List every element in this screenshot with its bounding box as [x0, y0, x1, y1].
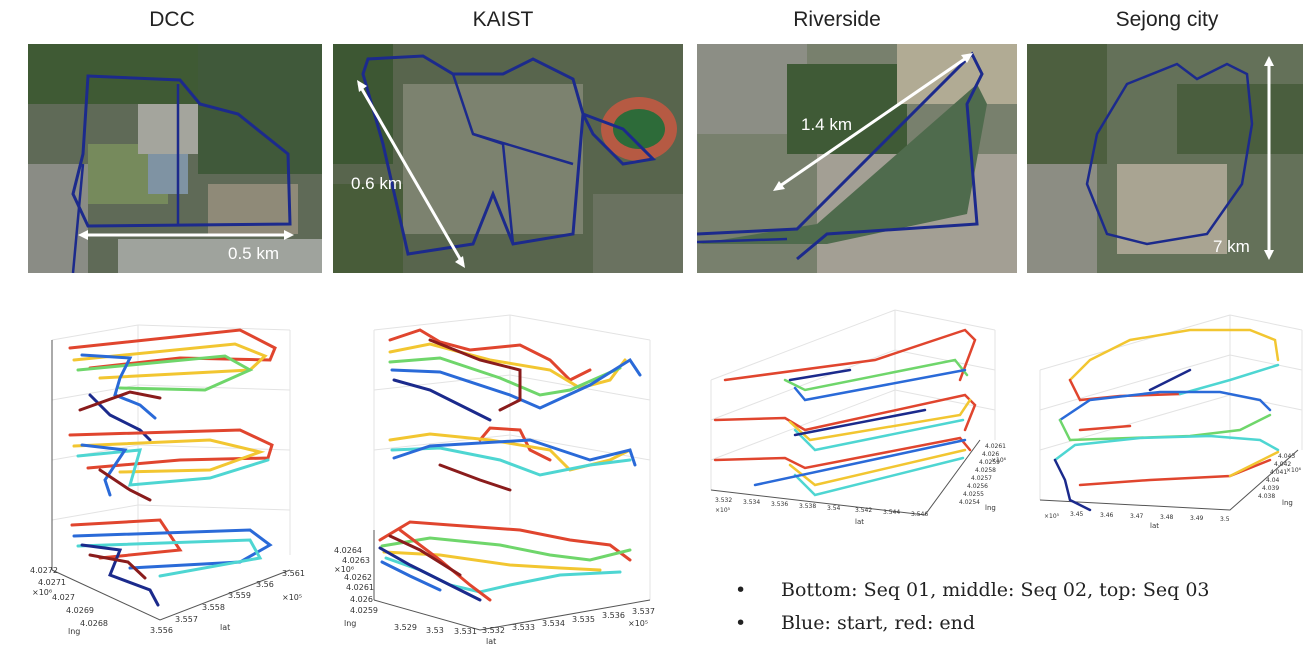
x-exponent: ×10⁵: [282, 593, 302, 602]
x-tick-label: 3.56: [256, 580, 274, 589]
y-tick-label: 4.0256: [967, 483, 988, 490]
x-axis-label: lat: [855, 518, 864, 526]
x-tick-label: 3.542: [855, 507, 872, 514]
y-exponent: ×10⁶: [334, 565, 354, 574]
x-tick-label: 3.561: [282, 569, 305, 578]
x-tick-label: 3.532: [482, 626, 505, 635]
y-tick-label: 4.0257: [971, 475, 992, 482]
x-axis-label: lat: [486, 637, 496, 645]
satellite-image-kaist: 0.6 km: [333, 44, 683, 273]
x-tick-label: 3.531: [454, 627, 477, 636]
y-axis-label: lng: [344, 619, 356, 628]
x-axis-label: lat: [1150, 522, 1159, 530]
x-tick-label: 3.558: [202, 603, 225, 612]
trajectory-plot-sejong: 3.45 3.46 3.47 3.48 3.49 3.5 ×10⁵ lat 4.…: [1030, 300, 1308, 530]
distance-label-sejong: 7 km: [1213, 237, 1250, 256]
x-tick-label: 3.47: [1130, 513, 1144, 520]
x-tick-label: 3.49: [1190, 515, 1204, 522]
y-tick-label: 4.042: [1274, 461, 1291, 468]
y-tick-label: 4.0264: [334, 546, 362, 555]
y-tick-label: 4.027: [52, 593, 75, 602]
y-exponent: ×10⁶: [32, 588, 52, 597]
x-tick-label: 3.536: [602, 611, 625, 620]
y-axis-label: lng: [985, 504, 996, 512]
y-tick-label: 4.0269: [66, 606, 94, 615]
y-tick-label: 4.0259: [350, 606, 378, 615]
y-tick-label: 4.0261: [985, 443, 1006, 450]
x-tick-label: 3.559: [228, 591, 251, 600]
x-tick-label: 3.532: [715, 497, 732, 504]
x-tick-label: 3.48: [1160, 514, 1174, 521]
y-tick-label: 4.0255: [963, 491, 984, 498]
y-exponent: ×10⁶: [991, 457, 1007, 464]
y-tick-label: 4.0268: [80, 619, 108, 628]
distance-arrow-riverside: [776, 54, 970, 190]
x-tick-label: 3.533: [512, 623, 535, 632]
x-tick-label: 3.538: [799, 503, 816, 510]
y-tick-label: 4.026: [982, 451, 999, 458]
y-tick-label: 4.026: [350, 595, 373, 604]
y-tick-label: 4.0261: [346, 583, 374, 592]
trajectory-plot-dcc: 3.556 3.557 3.558 3.559 3.56 3.561 ×10⁵ …: [10, 300, 326, 645]
y-tick-label: 4.0272: [30, 566, 58, 575]
legend-notes: Bottom: Seq 01, middle: Seq 02, top: Seq…: [733, 574, 1210, 640]
distance-arrow-kaist: [357, 83, 465, 265]
title-sejong: Sejong city: [1115, 8, 1219, 31]
x-exponent: ×10⁵: [715, 507, 731, 514]
x-tick-label: 3.54: [827, 505, 841, 512]
title-kaist: KAIST: [472, 8, 534, 31]
x-tick-label: 3.536: [771, 501, 788, 508]
distance-label-riverside: 1.4 km: [801, 115, 852, 134]
x-tick-label: 3.546: [911, 511, 928, 518]
x-tick-label: 3.534: [743, 499, 760, 506]
y-tick-label: 4.0254: [959, 499, 980, 506]
y-tick-label: 4.043: [1278, 453, 1295, 460]
y-exponent: ×10⁶: [1286, 467, 1302, 474]
y-tick-label: 4.0271: [38, 578, 66, 587]
y-tick-label: 4.039: [1262, 485, 1279, 492]
distance-label-dcc: 0.5 km: [228, 244, 279, 263]
x-tick-label: 3.534: [542, 619, 565, 628]
note-color-meaning: Blue: start, red: end: [733, 607, 1210, 640]
y-axis-label: lng: [1282, 499, 1293, 507]
trajectory-plot-riverside: 3.532 3.534 3.536 3.538 3.54 3.542 3.544…: [695, 300, 1015, 530]
x-tick-label: 3.556: [150, 626, 173, 635]
x-tick-label: 3.5: [1220, 516, 1230, 523]
x-tick-label: 3.557: [175, 615, 198, 624]
x-axis-label: lat: [220, 623, 230, 632]
y-tick-label: 4.0262: [344, 573, 372, 582]
distance-label-kaist: 0.6 km: [351, 174, 402, 193]
x-tick-label: 3.537: [632, 607, 655, 616]
x-tick-label: 3.53: [426, 626, 444, 635]
x-tick-label: 3.535: [572, 615, 595, 624]
x-tick-label: 3.529: [394, 623, 417, 632]
x-tick-label: 3.46: [1100, 512, 1114, 519]
x-tick-label: 3.45: [1070, 511, 1084, 518]
satellite-image-dcc: 0.5 km: [28, 44, 322, 273]
x-exponent: ×10⁵: [628, 619, 648, 628]
y-tick-label: 4.038: [1258, 493, 1275, 500]
satellite-image-sejong: 7 km: [1027, 44, 1303, 273]
note-sequence-order: Bottom: Seq 01, middle: Seq 02, top: Seq…: [733, 574, 1210, 607]
trajectory-plot-kaist: 3.529 3.53 3.531 3.532 3.533 3.534 3.535…: [330, 300, 670, 645]
x-tick-label: 3.544: [883, 509, 900, 516]
y-tick-label: 4.0259: [979, 459, 1000, 466]
y-axis-label: lng: [68, 627, 80, 636]
title-dcc: DCC: [149, 8, 195, 31]
y-tick-label: 4.04: [1266, 477, 1280, 484]
y-tick-label: 4.0263: [342, 556, 370, 565]
y-tick-label: 4.0258: [975, 467, 996, 474]
title-riverside: Riverside: [793, 8, 881, 31]
y-tick-label: 4.041: [1270, 469, 1287, 476]
satellite-image-riverside: 1.4 km: [697, 44, 1017, 273]
x-exponent: ×10⁵: [1044, 513, 1060, 520]
